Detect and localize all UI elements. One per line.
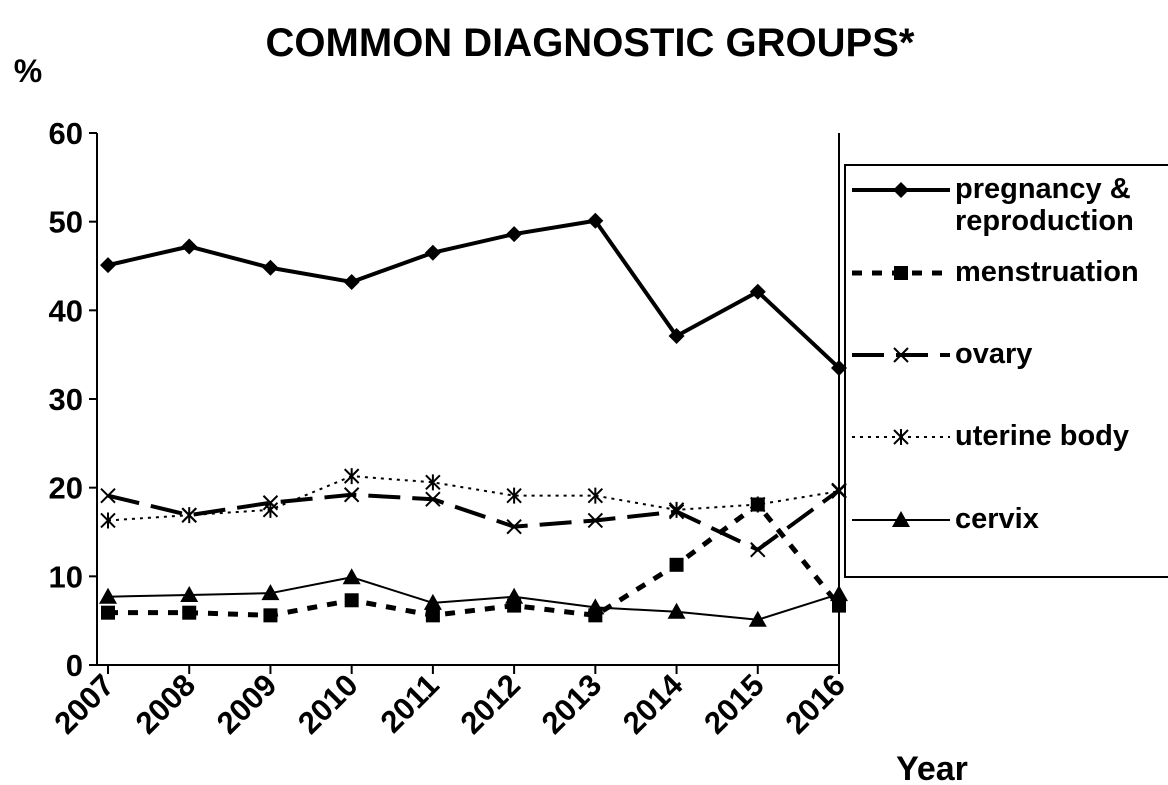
marker [99,587,117,604]
marker [263,608,278,623]
series-line [107,475,840,522]
series-line [108,502,841,618]
marker [101,605,115,620]
marker [893,429,909,445]
marker [181,507,197,524]
series-line [107,576,840,621]
y-tick-label: 40 [49,293,83,328]
marker [342,568,361,585]
marker [587,512,604,529]
marker [587,212,604,229]
x-tick-label: 2016 [778,667,852,741]
marker [343,487,360,503]
marker [831,359,847,376]
marker [343,468,360,485]
x-tick-label: 2008 [129,667,203,741]
marker [749,283,766,300]
marker [423,593,442,610]
legend-label: ovary [955,338,1033,370]
marker [893,182,909,198]
marker [343,273,360,290]
marker [262,501,279,518]
y-tick-label: 10 [49,559,83,594]
y-tick-label: 0 [66,648,83,683]
marker [425,608,440,623]
marker [668,501,685,518]
legend-label: menstruation [955,256,1139,288]
x-tick-label: 2009 [210,667,284,741]
marker [830,585,848,602]
marker [181,238,198,255]
marker [506,487,522,504]
x-tick-label: 2015 [697,667,771,741]
marker [586,598,605,615]
marker [748,610,767,627]
x-tick-label: 2013 [535,667,609,741]
y-tick-label: 60 [49,116,83,151]
marker [100,512,116,529]
marker [344,593,359,608]
y-tick-label: 30 [49,382,83,417]
marker [669,557,684,572]
marker [587,487,604,504]
marker [668,328,685,345]
marker [182,605,197,620]
legend-box [844,164,1168,578]
marker [892,511,910,527]
series-line [107,488,841,552]
y-tick-label: 50 [49,205,83,240]
marker [425,491,441,507]
chart-title: COMMON DIAGNOSTIC GROUPS* [266,21,915,65]
x-tick-label: 2010 [291,667,365,741]
marker [506,226,523,243]
marker [893,347,909,363]
x-axis-label: Year [896,750,968,785]
legend-label: uterine body [955,420,1130,452]
y-tick-label: 20 [49,471,83,506]
marker [100,257,116,274]
marker [262,259,279,276]
marker [750,496,766,513]
marker [424,244,441,261]
x-tick-label: 2007 [47,667,121,741]
marker [750,542,766,558]
marker [425,474,441,491]
y-axis-label: % [14,53,42,89]
x-tick-label: 2012 [454,667,528,741]
marker [506,518,522,535]
marker [894,266,908,280]
legend-label: cervix [955,503,1039,535]
x-tick-label: 2014 [616,667,690,741]
marker [831,483,847,500]
marker [100,487,116,504]
marker [180,585,199,602]
series-line [107,218,841,370]
marker [667,602,686,619]
marker [832,598,846,613]
marker [505,587,524,604]
marker [261,584,280,601]
legend-label: pregnancy & reproduction [955,173,1134,237]
x-tick-label: 2011 [374,667,446,739]
